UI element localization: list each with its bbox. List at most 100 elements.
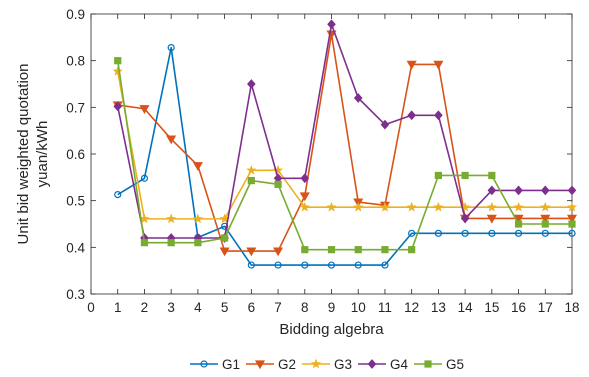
legend-swatch-marker [200,360,208,368]
data-point-G4 [300,173,310,184]
data-point-G3 [246,164,257,175]
data-point-G5 [327,246,336,254]
data-point-G1 [301,261,309,269]
data-point-G1 [247,261,255,269]
data-point-G5 [408,246,416,254]
data-point-G5 [381,246,389,254]
data-point-G4 [487,185,497,196]
data-point-G5 [221,234,229,242]
legend-label: G5 [446,357,464,372]
data-point-G4 [540,185,550,196]
data-point-G3 [192,213,203,224]
x-tick-label: 6 [248,300,256,315]
y-axis-label-line1: Unit bid weighted quotation [15,64,32,245]
x-tick-label: 7 [274,300,282,315]
data-point-G2 [406,60,417,70]
data-point-G2 [139,105,150,114]
y-axis: 0.3 0.4 0.5 0.6 0.7 0.8 0.9 [66,7,572,302]
legend-label: G4 [390,357,409,372]
data-point-G3 [353,201,364,212]
legend-item-G3: G3 [302,357,352,372]
series-layer [112,19,578,269]
data-point-G1 [114,191,122,199]
data-point-G3 [112,66,123,76]
data-point-G1 [434,229,442,237]
data-point-G1 [221,222,229,230]
data-point-G4 [113,101,123,112]
data-point-G4 [380,119,390,130]
data-point-G4 [567,185,577,196]
data-point-G2 [566,214,578,224]
x-tick-label: 3 [167,300,175,315]
data-point-G5 [488,171,496,180]
data-point-G1 [274,261,282,269]
data-point-G2 [166,135,177,145]
y-axis-label-line2: yuan/kWh [34,121,51,188]
data-point-G4 [247,79,256,89]
data-point-G5 [354,246,362,254]
legend-swatch-marker [424,360,432,368]
data-point-G3 [326,201,337,212]
data-point-G1 [408,229,416,237]
y-tick-label: 0.5 [66,194,85,209]
data-point-G5 [140,239,149,247]
x-tick-label: 5 [221,300,229,315]
x-axis-label: Bidding algebra [279,321,384,338]
data-point-G3 [379,201,391,212]
legend-item-G5: G5 [414,357,464,372]
data-point-G3 [406,201,417,212]
data-point-G1 [461,229,469,237]
data-point-G1 [541,229,549,237]
data-point-G5 [194,239,202,247]
data-point-G1 [488,229,496,237]
x-tick-label: 1 [114,300,122,315]
x-tick-label: 10 [351,300,366,315]
data-point-G1 [140,174,149,182]
data-point-G4 [353,93,363,103]
data-point-G2 [299,192,310,202]
data-point-G3 [166,213,177,224]
data-point-G4 [514,185,523,196]
data-point-G1 [327,261,336,269]
x-tick-label: 12 [404,300,419,315]
data-point-G4 [327,19,336,30]
series-line-G2 [117,33,572,252]
data-point-G2 [486,214,497,224]
y-tick-label: 0.8 [66,54,85,69]
data-point-G1 [514,229,523,237]
data-point-G5 [434,171,442,180]
data-point-G5 [514,220,523,228]
data-point-G5 [167,239,175,247]
data-point-G3 [513,201,524,212]
data-point-G1 [568,229,576,237]
legend-label: G3 [334,357,352,372]
data-point-G1 [167,43,175,52]
data-point-G2 [540,214,551,224]
data-point-G3 [486,201,497,212]
data-point-G2 [192,162,203,171]
series-line-G1 [117,46,572,266]
x-tick-label: 11 [378,300,392,315]
data-point-G5 [274,180,282,188]
y-tick-label: 0.9 [66,7,85,22]
data-point-G5 [461,171,469,180]
legend-swatch-marker [254,360,266,370]
data-point-G2 [273,247,284,257]
data-point-G3 [433,201,444,212]
data-point-G4 [460,213,470,224]
series-line-G4 [116,23,572,239]
data-point-G5 [247,177,255,185]
legend-item-G2: G2 [246,357,296,372]
series-G3 [112,66,578,224]
series-line-G5 [116,60,572,251]
data-point-G5 [301,246,309,254]
y-tick-label: 0.3 [66,287,85,302]
series-line-G3 [116,71,572,220]
x-tick-label: 18 [564,300,579,315]
data-point-G1 [381,261,389,269]
data-point-G2 [219,247,230,257]
y-tick-label: 0.7 [66,100,85,115]
x-tick-label: 13 [431,300,446,315]
legend-item-G4: G4 [358,357,409,372]
